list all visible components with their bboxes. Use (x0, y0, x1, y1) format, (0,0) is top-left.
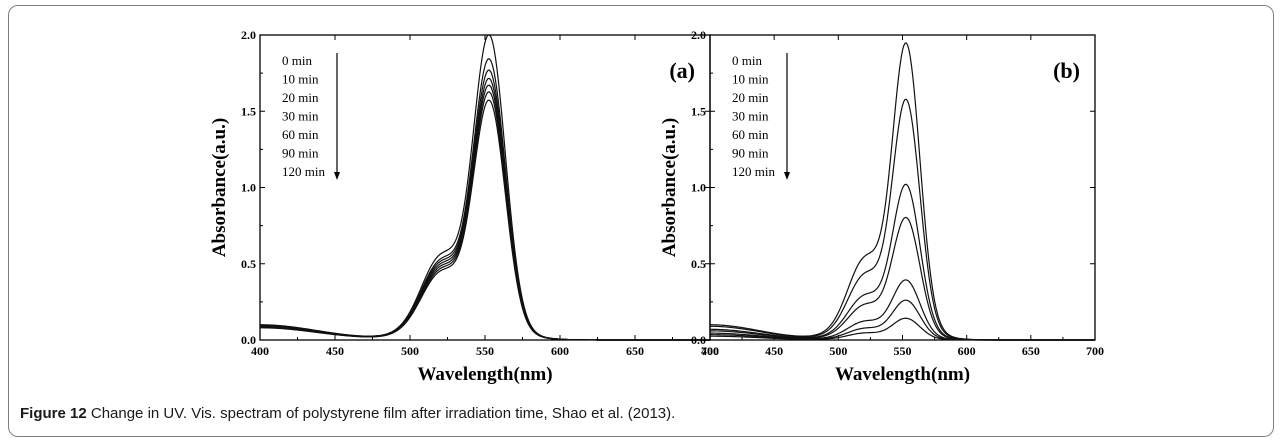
y-tick-label: 1.0 (691, 181, 706, 195)
y-tick-label: 2.0 (241, 28, 256, 42)
chart-panel-b: 400 450 500 550 600 650 7000.00.51.01.52.0Wave… (659, 28, 1104, 385)
chart-panel-a: 400 450 500 550 600 650 7000.00.51.01.52.0Wave… (209, 28, 719, 385)
y-tick-label: 0.5 (691, 257, 706, 271)
figure-caption: Figure 12 Change in UV. Vis. spectram of… (20, 405, 1260, 422)
y-axis-label: Absorbance(a.u.) (209, 118, 230, 257)
legend-entry: 10 min (732, 72, 769, 87)
series-line-30-min (710, 216, 1095, 341)
legend-entry: 60 min (732, 127, 769, 142)
x-tick-label: 450 (765, 344, 783, 358)
series-line-0-min (709, 42, 1095, 341)
x-tick-label: 650 (626, 344, 644, 358)
legend-entry: 120 min (282, 164, 325, 179)
legend-entry: 0 min (282, 53, 312, 68)
legend-entry: 60 min (282, 127, 319, 142)
x-tick-label: 500 (829, 344, 847, 358)
figure-frame (8, 5, 1274, 437)
series-line-120-min (710, 317, 1095, 341)
legend-entry: 30 min (732, 109, 769, 124)
y-tick-label: 2.0 (691, 28, 706, 42)
x-tick-label: 600 (551, 344, 569, 358)
x-tick-label: 400 (701, 344, 719, 358)
x-axis-label: Wavelength(nm) (835, 364, 970, 385)
x-tick-label: 400 (251, 344, 269, 358)
y-tick-label: 1.5 (691, 104, 706, 118)
x-tick-label: 650 (1022, 344, 1040, 358)
y-tick-label: 1.5 (241, 104, 256, 118)
series-line-120-min (260, 99, 710, 341)
x-tick-label: 500 (401, 344, 419, 358)
y-tick-label: 0.0 (241, 333, 256, 347)
legend-entry: 90 min (732, 146, 769, 161)
legend-entry: 120 min (732, 164, 775, 179)
x-tick-label: 550 (476, 344, 494, 358)
x-axis-label: Wavelength(nm) (417, 364, 552, 385)
y-tick-label: 1.0 (241, 181, 256, 195)
legend-entry: 20 min (732, 90, 769, 105)
legend-entry: 30 min (282, 109, 319, 124)
series-line-60-min (710, 279, 1095, 341)
figure-caption-text: Change in UV. Vis. spectram of polystyre… (90, 405, 676, 422)
y-tick-label: 0.0 (691, 333, 706, 347)
y-axis-label: Absorbance(a.u.) (659, 118, 680, 257)
x-tick-label: 700 (1086, 344, 1104, 358)
panel-label: (b) (1053, 58, 1080, 83)
legend-arrow-head (784, 172, 790, 180)
x-tick-label: 700 (701, 344, 719, 358)
legend-entry: 20 min (282, 90, 319, 105)
figure-caption-label: Figure 12 (20, 405, 87, 422)
series-line-20-min (709, 183, 1095, 341)
x-tick-label: 450 (326, 344, 344, 358)
legend-entry: 10 min (282, 72, 319, 87)
y-tick-label: 0.5 (241, 257, 256, 271)
x-tick-label: 550 (894, 344, 912, 358)
panel-label: (a) (669, 58, 695, 83)
x-tick-label: 600 (958, 344, 976, 358)
legend-entry: 90 min (282, 146, 319, 161)
legend-entry: 0 min (732, 53, 762, 68)
legend-arrow-head (334, 172, 340, 180)
